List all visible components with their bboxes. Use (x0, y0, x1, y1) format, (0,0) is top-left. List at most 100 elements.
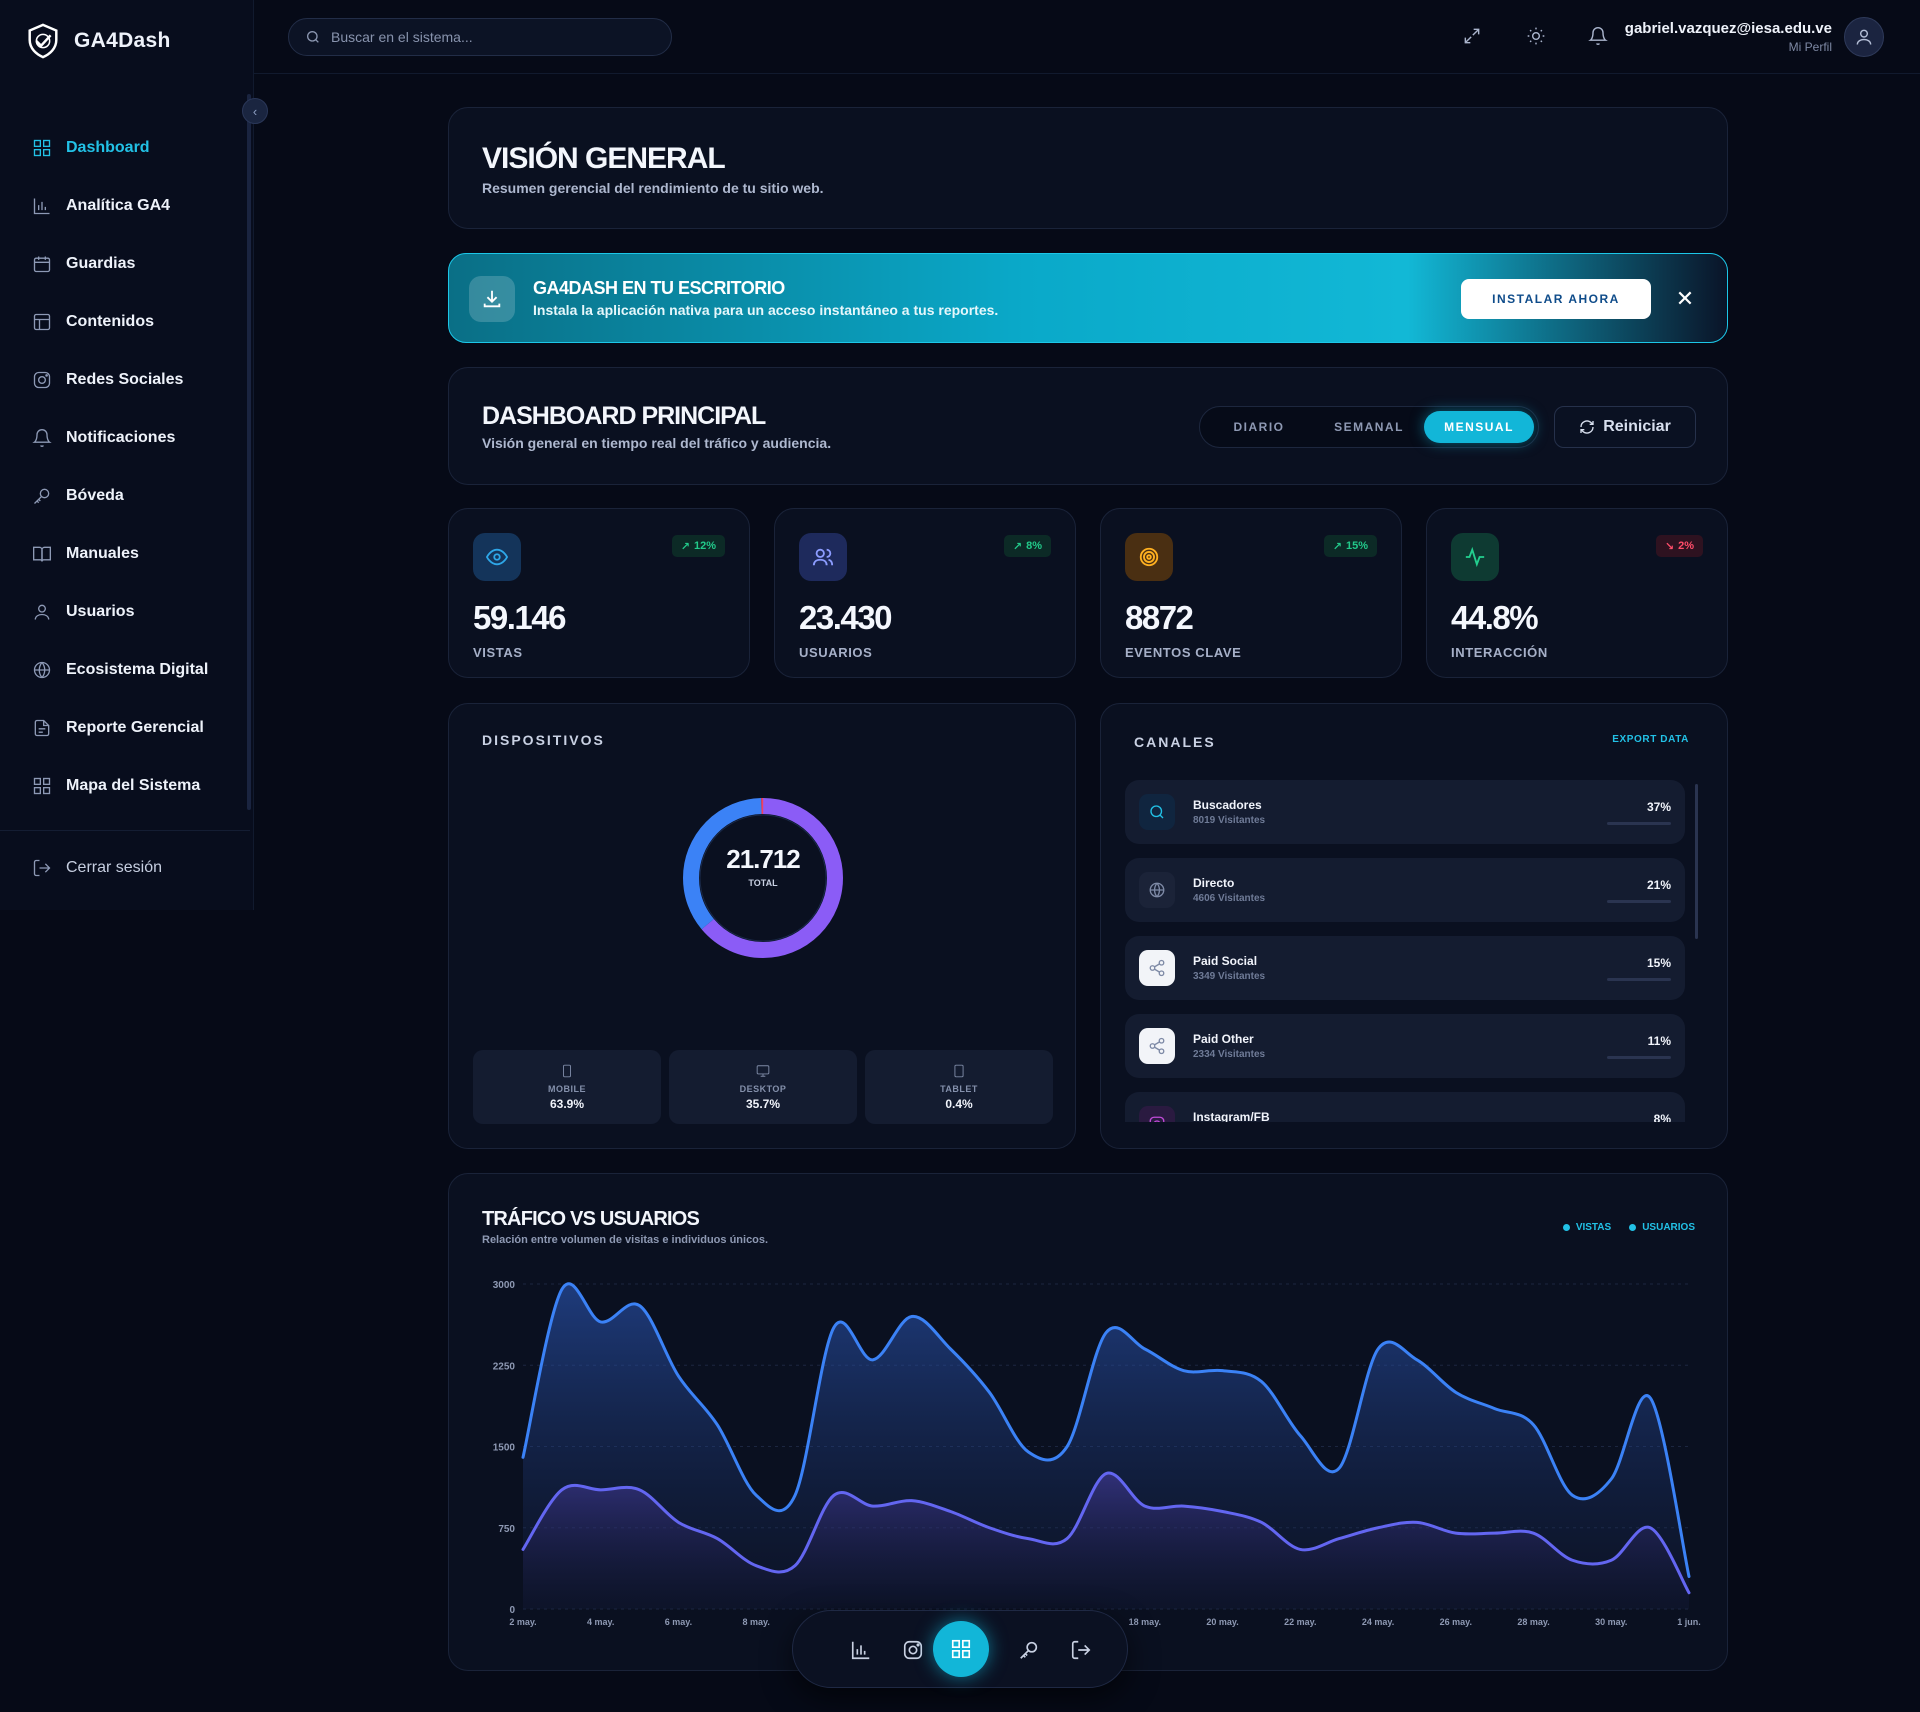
kpi-change-badge: ↗ 12% (671, 535, 725, 557)
sidebar-item-manuales[interactable]: Manuales (0, 525, 250, 583)
sidebar-item-redes[interactable]: Redes Sociales (0, 351, 250, 409)
device-name: DESKTOP (739, 1083, 787, 1094)
sidebar-item-analitica[interactable]: Analítica GA4 (0, 177, 250, 235)
x-tick-label: 18 may. (1129, 1617, 1161, 1627)
calendar-icon (33, 256, 51, 273)
channel-name: Instagram/FB (1193, 1110, 1270, 1122)
period-daily[interactable]: DIARIO (1233, 420, 1285, 434)
sidebar-item-mapa[interactable]: Mapa del Sistema (0, 757, 250, 815)
donut-slice-tablet[interactable] (683, 798, 843, 958)
channel-row[interactable]: Directo 4606 Visitantes 21% (1125, 858, 1685, 922)
period-weekly[interactable]: SEMANAL (1334, 420, 1404, 434)
sidebar-item-dashboard[interactable]: Dashboard (0, 119, 250, 177)
channel-percent: 15% (1646, 956, 1671, 970)
chevron-left-icon: ‹ (252, 103, 258, 119)
user-icon (1856, 29, 1872, 45)
notifications-button[interactable] (1586, 24, 1610, 48)
sidebar-item-contenidos[interactable]: Contenidos (0, 293, 250, 351)
collapse-sidebar-button[interactable]: ‹ (242, 98, 268, 124)
period-selector: DIARIO SEMANAL MENSUAL (1199, 406, 1539, 448)
install-now-button[interactable]: INSTALAR AHORA (1461, 279, 1651, 319)
sidebar-item-guardias[interactable]: Guardias (0, 235, 250, 293)
sidebar-item-label: Guardias (66, 255, 136, 272)
x-tick-label: 1 jun. (1677, 1617, 1701, 1627)
sidebar-item-label: Notificaciones (66, 429, 176, 446)
traffic-subtitle: Relación entre volumen de visitas e indi… (482, 1234, 769, 1246)
kpi-value: 44.8% (1451, 599, 1539, 636)
sidebar-item-ecosistema[interactable]: Ecosistema Digital (0, 641, 250, 699)
kpi-icon-box (1451, 533, 1499, 581)
kpi-card-interaccion: ↘ 2% 44.8% INTERACCIÓN (1426, 508, 1728, 678)
legend-item-vistas[interactable]: VISTAS (1562, 1222, 1611, 1233)
dock-vault-button[interactable] (1009, 1630, 1049, 1670)
brand[interactable]: GA4Dash (24, 22, 171, 60)
dock-social-button[interactable] (893, 1630, 933, 1670)
sidebar-item-reporte[interactable]: Reporte Gerencial (0, 699, 250, 757)
x-tick-label: 30 may. (1595, 1617, 1627, 1627)
user-profile[interactable]: gabriel.vazquez@iesa.edu.ve Mi Perfil (1625, 17, 1884, 57)
share-icon (1149, 959, 1165, 977)
refresh-icon (1580, 420, 1594, 434)
kpi-change-badge: ↗ 15% (1323, 535, 1377, 557)
legend-dot (1562, 1224, 1570, 1231)
sidebar-item-label: Contenidos (66, 313, 154, 330)
donut-slice-desktop[interactable] (683, 798, 843, 958)
topbar: gabriel.vazquez@iesa.edu.ve Mi Perfil (254, 0, 1920, 74)
channel-row[interactable]: Paid Social 3349 Visitantes 15% (1125, 936, 1685, 1000)
sidebar-divider (0, 830, 250, 831)
channel-row[interactable]: Buscadores 8019 Visitantes 37% (1125, 780, 1685, 844)
dock-dashboard-button[interactable] (933, 1621, 989, 1677)
x-tick-label: 8 may. (743, 1617, 770, 1627)
search-input[interactable] (331, 29, 651, 45)
arrow-down-right-icon: ↘ (1664, 540, 1675, 553)
period-monthly[interactable]: MENSUAL (1424, 411, 1534, 443)
dashboard-title: DASHBOARD PRINCIPAL (482, 402, 766, 430)
x-tick-label: 4 may. (587, 1617, 614, 1627)
theme-toggle-button[interactable] (1524, 24, 1548, 48)
devices-title: DISPOSITIVOS (482, 732, 605, 748)
channel-row[interactable]: Paid Other 2334 Visitantes 11% (1125, 1014, 1685, 1078)
sidebar-item-boveda[interactable]: Bóveda (0, 467, 250, 525)
activity-icon (1465, 546, 1485, 568)
kpi-change: 12% (693, 540, 716, 552)
channel-visits: 2334 Visitantes (1193, 1049, 1266, 1060)
channel-scrollbar[interactable] (1695, 784, 1698, 939)
download-icon (469, 276, 515, 322)
kpi-change: 2% (1678, 540, 1694, 552)
kpi-change-badge: ↗ 8% (1003, 535, 1051, 557)
export-data-link[interactable]: EXPORT DATA (1612, 734, 1689, 745)
close-banner-button[interactable]: ✕ (1671, 285, 1699, 313)
channel-icon-box (1139, 1106, 1175, 1122)
reset-label: Reiniciar (1603, 418, 1671, 435)
logout-button[interactable]: Cerrar sesión (32, 858, 162, 878)
y-tick-label: 2250 (493, 1361, 516, 1372)
smartphone-icon (563, 1064, 571, 1077)
search-icon (1150, 805, 1164, 819)
sidebar-scrollbar[interactable] (247, 94, 251, 810)
sidebar-item-label: Manuales (66, 545, 139, 562)
instagram-icon (903, 1640, 923, 1660)
sidebar-item-usuarios[interactable]: Usuarios (0, 583, 250, 641)
dock-logout-button[interactable] (1061, 1630, 1101, 1670)
kpi-icon-box (473, 533, 521, 581)
legend-item-usuarios[interactable]: USUARIOS (1629, 1222, 1695, 1233)
channel-bar (1607, 1056, 1671, 1059)
user-profile-link[interactable]: Mi Perfil (1788, 40, 1832, 54)
reset-button[interactable]: Reiniciar (1554, 406, 1696, 448)
fullscreen-button[interactable] (1460, 24, 1484, 48)
y-tick-label: 1500 (493, 1443, 516, 1454)
sidebar-item-notificaciones[interactable]: Notificaciones (0, 409, 250, 467)
channel-row[interactable]: Instagram/FB 8% (1125, 1092, 1685, 1122)
sun-icon (1527, 27, 1545, 45)
search-icon (307, 31, 319, 43)
channel-bar (1607, 900, 1671, 903)
line-vistas[interactable] (521, 1282, 1691, 1578)
user-email: gabriel.vazquez@iesa.edu.ve (1624, 20, 1832, 37)
sidebar-item-label: Reporte Gerencial (66, 719, 204, 736)
dock-analytics-button[interactable] (841, 1630, 881, 1670)
channels-card: CANALES EXPORT DATA Buscadores 8019 Visi… (1100, 703, 1728, 1149)
bell-icon (1588, 27, 1608, 45)
traffic-card: TRÁFICO VS USUARIOS Relación entre volum… (448, 1173, 1728, 1671)
line-usuarios[interactable] (521, 1471, 1691, 1595)
avatar[interactable] (1844, 17, 1884, 57)
